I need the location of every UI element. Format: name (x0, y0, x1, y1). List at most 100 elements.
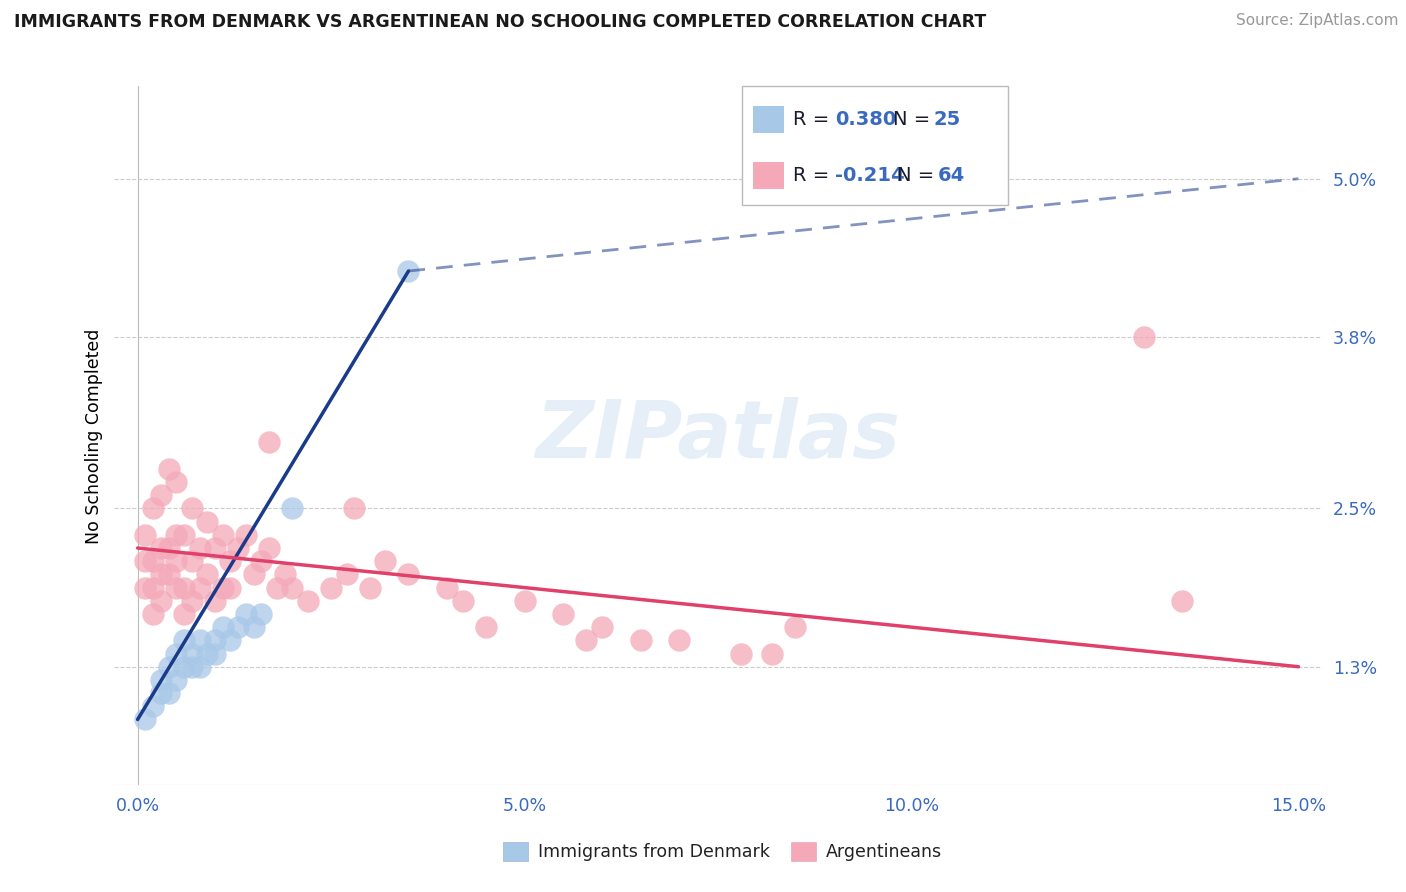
Point (219, 633, 242, 648)
Point (157, 686, 180, 700)
Point (195, 647, 218, 661)
Text: -0.214: -0.214 (835, 166, 904, 185)
Point (226, 541, 249, 555)
Point (235, 528, 257, 542)
Point (219, 554, 242, 568)
Point (226, 620, 249, 634)
Point (173, 659, 195, 673)
Point (553, 607, 575, 621)
Point (281, 581, 304, 595)
Point (343, 501, 366, 516)
Point (273, 567, 295, 582)
Y-axis label: No Schooling Completed: No Schooling Completed (86, 328, 103, 543)
Point (250, 607, 273, 621)
Point (204, 647, 226, 661)
Point (398, 264, 420, 278)
Point (785, 620, 807, 634)
Point (591, 620, 613, 634)
Point (149, 488, 172, 502)
Text: N =: N = (897, 166, 941, 185)
Point (149, 541, 172, 555)
Text: IMMIGRANTS FROM DENMARK VS ARGENTINEAN NO SCHOOLING COMPLETED CORRELATION CHART: IMMIGRANTS FROM DENMARK VS ARGENTINEAN N… (14, 13, 987, 31)
Text: Source: ZipAtlas.com: Source: ZipAtlas.com (1236, 13, 1399, 29)
Point (436, 581, 458, 595)
Text: 25: 25 (934, 110, 960, 129)
Point (1171, 594, 1194, 608)
Point (319, 581, 342, 595)
Point (180, 659, 202, 673)
Point (211, 528, 233, 542)
Point (250, 554, 273, 568)
Point (165, 647, 187, 661)
Point (188, 633, 211, 648)
Point (149, 594, 172, 608)
Text: Argentineans: Argentineans (827, 843, 942, 861)
Point (142, 501, 165, 516)
Text: ZIPatlas: ZIPatlas (536, 397, 901, 475)
Point (157, 659, 180, 673)
Point (142, 581, 165, 595)
Point (211, 581, 233, 595)
Point (180, 554, 202, 568)
Point (157, 462, 180, 476)
Point (761, 647, 783, 661)
Point (1132, 330, 1154, 344)
Point (149, 673, 172, 687)
Point (134, 713, 156, 727)
Text: N =: N = (893, 110, 936, 129)
Text: 0.380: 0.380 (835, 110, 896, 129)
Point (242, 567, 264, 582)
Point (165, 673, 187, 687)
Text: Immigrants from Denmark: Immigrants from Denmark (538, 843, 770, 861)
Point (204, 541, 226, 555)
Point (513, 594, 536, 608)
Point (173, 581, 195, 595)
Point (266, 581, 288, 595)
Point (451, 594, 474, 608)
Point (668, 633, 690, 648)
Point (157, 567, 180, 582)
Point (188, 659, 211, 673)
Point (149, 567, 172, 582)
Point (374, 554, 396, 568)
Point (188, 581, 211, 595)
Point (235, 607, 257, 621)
Point (219, 581, 242, 595)
Point (180, 501, 202, 516)
Point (475, 620, 498, 634)
Point (173, 607, 195, 621)
Point (165, 475, 187, 489)
Point (142, 607, 165, 621)
Point (297, 594, 319, 608)
Point (730, 647, 752, 661)
Text: R =: R = (793, 110, 835, 129)
Point (142, 554, 165, 568)
Point (575, 633, 598, 648)
Point (195, 515, 218, 529)
Point (134, 554, 156, 568)
Text: R =: R = (793, 166, 835, 185)
Point (257, 541, 280, 555)
Point (134, 581, 156, 595)
Point (195, 567, 218, 582)
Point (630, 633, 652, 648)
Point (173, 528, 195, 542)
Point (149, 686, 172, 700)
Point (281, 501, 304, 516)
Point (180, 594, 202, 608)
Point (188, 541, 211, 555)
Point (165, 581, 187, 595)
Point (211, 620, 233, 634)
Point (180, 647, 202, 661)
Point (142, 699, 165, 714)
Point (204, 594, 226, 608)
Point (165, 528, 187, 542)
Point (257, 435, 280, 450)
Point (359, 581, 381, 595)
Point (157, 541, 180, 555)
Point (398, 567, 420, 582)
Point (242, 620, 264, 634)
Point (336, 567, 359, 582)
Point (173, 633, 195, 648)
Point (134, 528, 156, 542)
